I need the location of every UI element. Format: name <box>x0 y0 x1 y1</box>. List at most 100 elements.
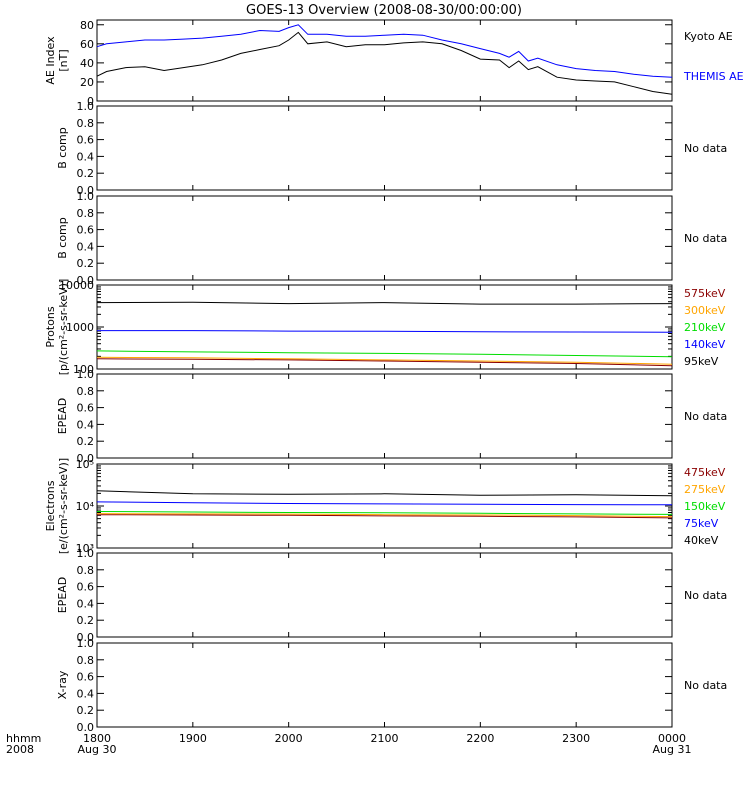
y-tick-label: 1.0 <box>77 100 95 113</box>
y-axis-label: Protons <box>44 306 57 347</box>
series-line <box>96 490 673 497</box>
x-tick-sublabel: Aug 31 <box>653 743 692 756</box>
series-line <box>96 24 673 78</box>
panel-frame <box>96 552 673 638</box>
panel-frame <box>96 105 673 191</box>
panel-frame <box>96 284 673 370</box>
y-tick-label: 0.4 <box>77 597 95 610</box>
y-tick-label: 0.4 <box>77 687 95 700</box>
y-tick-label: 0.8 <box>77 564 95 577</box>
y-tick-label: 0.0 <box>77 721 95 734</box>
plot-title: GOES-13 Overview (2008-08-30/00:00:00) <box>246 3 522 18</box>
y-tick-label: 1.0 <box>77 190 95 203</box>
y-tick-label: 0.4 <box>77 150 95 163</box>
y-tick-label: 0.0 <box>77 631 95 644</box>
y-axis-unit: [e/(cm²-s-sr-keV)] <box>57 458 70 554</box>
y-tick-label: 1000 <box>66 321 94 334</box>
x-tick-label: 2100 <box>371 732 399 745</box>
x-tick-label: 1900 <box>179 732 207 745</box>
y-tick-label: 0.6 <box>77 581 95 594</box>
panel-frame <box>96 195 673 281</box>
x-tick-label: 0000 <box>658 732 686 745</box>
y-tick-label: 0.4 <box>77 240 95 253</box>
legend-entry: 575keV <box>684 287 726 300</box>
y-tick-label: 1.0 <box>77 547 95 560</box>
series-line <box>96 501 673 506</box>
legend-entry: 75keV <box>684 517 719 530</box>
panel-5: 0.0 0.2 0.4 0.6 0.8 1.0 EPEAD No data <box>56 368 727 465</box>
y-axis-label: B comp <box>56 127 69 169</box>
y-axis-label: X-ray <box>56 670 69 699</box>
time-axis-label-bottom: 2008 <box>6 743 34 756</box>
x-tick-label: 1800 <box>83 732 111 745</box>
y-tick-label: 0.0 <box>77 452 95 465</box>
legend-entry: 150keV <box>684 500 726 513</box>
legend-entry: 40keV <box>684 534 719 547</box>
panel-3: 0.0 0.2 0.4 0.6 0.8 1.0 B comp No data <box>56 190 727 287</box>
series-line <box>96 358 673 367</box>
y-tick-label: 10³ <box>76 542 94 555</box>
x-tick-label: 2200 <box>466 732 494 745</box>
x-tick-sublabel: Aug 30 <box>78 743 117 756</box>
y-tick-label: 0.6 <box>77 402 95 415</box>
panel-4: 100 1000 10000 Protons [p/(cm²-s-sr-keV)] 575… <box>44 279 726 376</box>
y-tick-label: 40 <box>80 57 94 70</box>
y-tick-label: 10000 <box>59 279 94 292</box>
y-tick-label: 0.6 <box>77 224 95 237</box>
series-line <box>96 356 673 365</box>
panel-frame <box>96 642 673 728</box>
y-tick-label: 1.0 <box>77 637 95 650</box>
y-axis-unit: [nT] <box>57 49 70 71</box>
panel-7: 0.0 0.2 0.4 0.6 0.8 1.0 EPEAD No data <box>56 547 727 644</box>
y-tick-label: 0 <box>87 95 94 108</box>
y-tick-label: 60 <box>80 38 94 51</box>
y-tick-label: 0.0 <box>77 184 95 197</box>
y-tick-label: 100 <box>73 363 94 376</box>
y-tick-label: 0.8 <box>77 654 95 667</box>
panels: 0 20 40 60 80 AE Index [nT] Kyoto AE THEMIS AE 0.… <box>44 19 744 734</box>
legend-entry: 300keV <box>684 304 726 317</box>
panel-1: 0 20 40 60 80 AE Index [nT] Kyoto AE THEMIS AE <box>44 19 744 108</box>
y-axis-label: EPEAD <box>56 577 69 614</box>
y-tick-label: 0.8 <box>77 207 95 220</box>
series-line <box>96 301 673 305</box>
series-line <box>96 513 673 518</box>
y-axis-label: AE Index <box>44 36 57 85</box>
y-axis-label: EPEAD <box>56 398 69 435</box>
legend-entry: 275keV <box>684 483 726 496</box>
status-text: No data <box>684 589 727 602</box>
y-tick-label: 0.6 <box>77 671 95 684</box>
time-axis-label-top: hhmm <box>6 732 41 745</box>
legend-entry: THEMIS AE <box>683 70 744 83</box>
panel-2: 0.0 0.2 0.4 0.6 0.8 1.0 B comp No data <box>56 100 727 197</box>
legend-entry: 475keV <box>684 466 726 479</box>
x-tick-label: 2300 <box>562 732 590 745</box>
legend-entry: 210keV <box>684 321 726 334</box>
status-text: No data <box>684 232 727 245</box>
y-tick-label: 0.6 <box>77 134 95 147</box>
x-tick-label: 2000 <box>275 732 303 745</box>
panel-8: 0.0 0.2 0.4 0.6 0.8 1.0 X-ray No data <box>56 637 727 734</box>
status-text: No data <box>684 142 727 155</box>
panel-6: 10³ 10⁴ 10⁵ Electrons [e/(cm²-s-sr-keV)] 475k… <box>44 458 726 555</box>
y-axis-unit: [p/(cm²-s-sr-keV)] <box>57 279 70 376</box>
series-line <box>96 31 673 95</box>
series-line <box>96 511 673 515</box>
y-axis-label: B comp <box>56 217 69 259</box>
y-tick-label: 0.8 <box>77 385 95 398</box>
legend-entry: 140keV <box>684 338 726 351</box>
y-tick-label: 0.2 <box>77 435 95 448</box>
y-tick-label: 80 <box>80 19 94 32</box>
y-tick-label: 0.2 <box>77 614 95 627</box>
y-axis-label: Electrons <box>44 480 57 531</box>
panel-frame <box>96 463 673 549</box>
legend-entry: 95keV <box>684 355 719 368</box>
y-tick-label: 0.2 <box>77 257 95 270</box>
y-tick-label: 0.8 <box>77 117 95 130</box>
y-tick-label: 0.2 <box>77 167 95 180</box>
panel-frame <box>96 19 673 102</box>
panel-frame <box>96 373 673 459</box>
y-tick-label: 10⁵ <box>76 458 94 471</box>
